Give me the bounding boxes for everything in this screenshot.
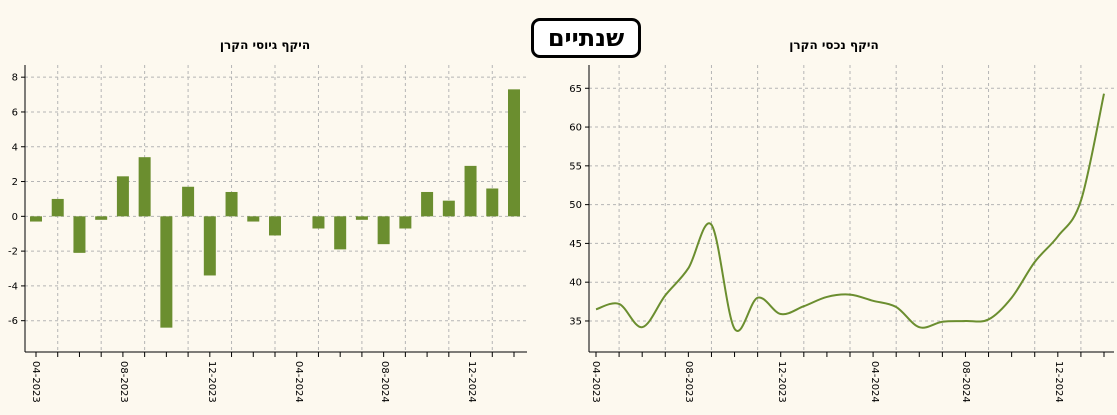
flows-bar[interactable] [355, 216, 368, 220]
flows-bar[interactable] [399, 216, 412, 229]
assets-data-point[interactable] [616, 301, 622, 307]
assets-x-tick-label: 08-2023 [683, 361, 694, 403]
assets-data-point[interactable] [824, 294, 830, 300]
assets-data-point[interactable] [1055, 233, 1061, 239]
flows-y-tick-label: 6 [12, 107, 18, 118]
assets-data-point[interactable] [870, 298, 876, 304]
assets-y-tick-label: 50 [569, 200, 582, 211]
assets-series-line[interactable] [595, 93, 1105, 332]
flows-bar[interactable] [30, 216, 42, 222]
flows-y-tick-label: -4 [8, 281, 18, 292]
assets-data-point[interactable] [639, 324, 645, 330]
assets-data-point[interactable] [962, 318, 968, 324]
flows-bar[interactable] [421, 191, 434, 217]
flows-y-tick-label: -2 [8, 247, 18, 258]
assets-data-point[interactable] [755, 295, 761, 301]
flows-bar[interactable] [116, 176, 129, 217]
assets-data-point[interactable] [732, 326, 738, 332]
flows-bar[interactable] [464, 165, 477, 217]
flows-bar[interactable] [138, 157, 151, 217]
flows-bar[interactable] [377, 216, 390, 245]
assets-x-tick-label: 12-2023 [776, 361, 787, 403]
assets-data-point[interactable] [778, 311, 784, 317]
assets-data-point[interactable] [1101, 91, 1107, 97]
assets-y-tick-label: 60 [569, 123, 582, 134]
flows-bar[interactable] [508, 89, 520, 217]
flows-bar[interactable] [247, 216, 260, 222]
assets-data-point[interactable] [939, 319, 945, 325]
flows-bar[interactable] [160, 216, 173, 328]
flows-x-tick-label: 08-2024 [379, 361, 390, 403]
assets-x-tick-label: 04-2024 [869, 361, 880, 403]
flows-bar-chart: היקף גיוסי הקרן -6 -4 -2 0 2 4 6 8 04-2023 08-202… [8, 38, 527, 403]
flows-x-tick-label: 04-2023 [30, 361, 41, 403]
period-badge[interactable]: שנתיים [531, 18, 641, 58]
flows-y-tick-label: 8 [12, 73, 18, 84]
flows-bar[interactable] [334, 216, 347, 250]
assets-data-point[interactable] [1009, 295, 1015, 301]
assets-data-point[interactable] [685, 265, 691, 271]
assets-y-tick-label: 55 [569, 161, 582, 172]
assets-y-tick-label: 40 [569, 278, 582, 289]
flows-x-tick-label: 12-2024 [466, 361, 477, 403]
flows-y-tick-label: 4 [12, 142, 18, 153]
flows-bar[interactable] [73, 216, 86, 253]
flows-x-tick-label: 08-2023 [118, 361, 129, 403]
flows-bar[interactable] [442, 200, 455, 217]
assets-data-point[interactable] [1032, 259, 1038, 265]
assets-data-point[interactable] [1078, 198, 1084, 204]
assets-data-point[interactable] [593, 306, 599, 312]
flows-bar[interactable] [312, 216, 325, 229]
flows-chart-title: היקף גיוסי הקרן [220, 38, 310, 52]
assets-data-point[interactable] [847, 292, 853, 298]
assets-data-point[interactable] [916, 324, 922, 330]
flows-y-tick-label: 0 [12, 212, 18, 223]
flows-bar[interactable] [51, 198, 64, 217]
assets-line-chart: היקף נכסי הקרן 35 40 45 50 55 60 65 04-2023 08-2… [569, 38, 1114, 403]
assets-y-tick-label: 35 [569, 316, 582, 327]
assets-data-point[interactable] [801, 303, 807, 309]
flows-bar[interactable] [182, 186, 195, 217]
assets-chart-title: היקף נכסי הקרן [789, 38, 878, 52]
flows-y-tick-label: -6 [8, 316, 18, 327]
assets-x-tick-label: 04-2023 [590, 361, 601, 403]
assets-data-point[interactable] [986, 316, 992, 322]
assets-x-tick-label: 08-2024 [960, 361, 971, 403]
flows-x-tick-label: 12-2023 [206, 361, 217, 403]
assets-data-point[interactable] [662, 292, 668, 298]
assets-y-tick-label: 45 [569, 239, 582, 250]
assets-x-tick-label: 12-2024 [1053, 361, 1064, 403]
flows-x-tick-label: 04-2024 [293, 361, 304, 403]
flows-bar[interactable] [203, 216, 216, 276]
assets-y-tick-label: 65 [569, 84, 582, 95]
flows-bar[interactable] [225, 191, 238, 217]
flows-y-tick-label: 2 [12, 177, 18, 188]
assets-data-point[interactable] [708, 222, 714, 228]
flows-bar[interactable] [269, 216, 281, 236]
flows-bar[interactable] [95, 216, 108, 220]
flows-bar[interactable] [486, 188, 499, 217]
assets-data-point[interactable] [893, 304, 899, 310]
